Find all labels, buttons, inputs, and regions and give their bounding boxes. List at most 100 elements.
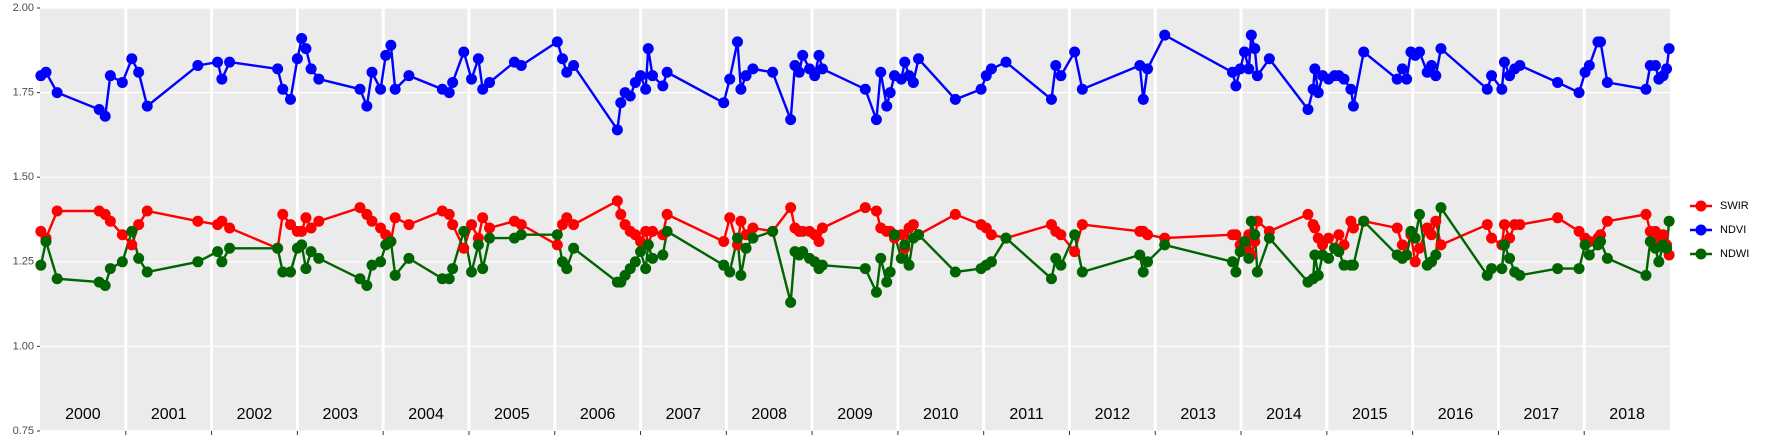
point bbox=[1409, 232, 1421, 244]
point bbox=[126, 225, 138, 237]
point bbox=[870, 114, 882, 126]
point bbox=[296, 32, 308, 44]
point bbox=[718, 97, 730, 109]
point bbox=[1263, 232, 1275, 244]
legend-key bbox=[1695, 248, 1707, 260]
year-label: 2006 bbox=[580, 406, 616, 423]
point bbox=[216, 73, 228, 85]
point bbox=[458, 225, 470, 237]
point bbox=[1302, 208, 1314, 220]
point bbox=[640, 83, 652, 95]
point bbox=[466, 219, 478, 231]
point bbox=[1050, 60, 1062, 72]
point bbox=[51, 273, 63, 285]
point bbox=[1579, 239, 1591, 251]
point bbox=[285, 219, 297, 231]
point bbox=[1552, 212, 1564, 224]
point bbox=[277, 266, 289, 278]
point bbox=[296, 239, 308, 251]
point bbox=[767, 66, 779, 78]
point bbox=[126, 53, 138, 65]
point bbox=[1413, 46, 1425, 58]
point bbox=[568, 60, 580, 72]
point bbox=[1657, 229, 1669, 241]
point bbox=[1309, 249, 1321, 261]
point bbox=[99, 110, 111, 122]
point bbox=[458, 242, 470, 254]
point bbox=[484, 232, 496, 244]
point bbox=[403, 219, 415, 231]
point bbox=[740, 70, 752, 82]
point bbox=[907, 219, 919, 231]
point bbox=[1498, 239, 1510, 251]
point bbox=[192, 215, 204, 227]
year-label: 2003 bbox=[322, 406, 358, 423]
point bbox=[884, 87, 896, 99]
point bbox=[1251, 70, 1263, 82]
point bbox=[1481, 83, 1493, 95]
point bbox=[1302, 104, 1314, 116]
point bbox=[141, 266, 153, 278]
point bbox=[313, 73, 325, 85]
point bbox=[551, 239, 563, 251]
point bbox=[1435, 239, 1447, 251]
point bbox=[747, 232, 759, 244]
year-label: 2001 bbox=[151, 406, 187, 423]
point bbox=[1663, 215, 1675, 227]
point bbox=[272, 63, 284, 75]
point bbox=[447, 263, 459, 275]
point bbox=[375, 256, 387, 268]
point bbox=[731, 232, 743, 244]
point bbox=[875, 66, 887, 78]
point bbox=[1391, 73, 1403, 85]
point bbox=[1045, 93, 1057, 105]
point bbox=[1552, 76, 1564, 88]
point bbox=[389, 83, 401, 95]
point bbox=[133, 219, 145, 231]
point bbox=[277, 208, 289, 220]
point bbox=[1358, 46, 1370, 58]
point bbox=[361, 100, 373, 112]
point bbox=[224, 56, 236, 68]
point bbox=[447, 76, 459, 88]
point bbox=[1409, 256, 1421, 268]
point bbox=[797, 49, 809, 61]
point bbox=[793, 66, 805, 78]
point bbox=[1498, 219, 1510, 231]
point bbox=[285, 266, 297, 278]
point bbox=[380, 49, 392, 61]
point bbox=[1245, 215, 1257, 227]
point bbox=[568, 242, 580, 254]
point bbox=[515, 229, 527, 241]
point bbox=[975, 83, 987, 95]
point bbox=[1238, 46, 1250, 58]
point bbox=[277, 83, 289, 95]
point bbox=[1640, 269, 1652, 281]
point bbox=[615, 208, 627, 220]
point bbox=[1496, 83, 1508, 95]
y-tick-label: 1.50 bbox=[13, 171, 34, 183]
point bbox=[104, 263, 116, 275]
point bbox=[1230, 229, 1242, 241]
point bbox=[1595, 235, 1607, 247]
point bbox=[1323, 232, 1335, 244]
point bbox=[747, 222, 759, 234]
point bbox=[661, 66, 673, 78]
point bbox=[899, 239, 911, 251]
point bbox=[724, 73, 736, 85]
point bbox=[816, 259, 828, 271]
point bbox=[361, 279, 373, 291]
legend-label: NDVI bbox=[1720, 224, 1746, 236]
point bbox=[1000, 56, 1012, 68]
point bbox=[1076, 219, 1088, 231]
point bbox=[1514, 219, 1526, 231]
point bbox=[116, 76, 128, 88]
year-label: 2015 bbox=[1352, 406, 1388, 423]
point bbox=[642, 239, 654, 251]
point bbox=[903, 259, 915, 271]
point bbox=[1238, 235, 1250, 247]
point bbox=[859, 263, 871, 275]
point bbox=[1640, 208, 1652, 220]
point bbox=[912, 229, 924, 241]
point bbox=[104, 70, 116, 82]
